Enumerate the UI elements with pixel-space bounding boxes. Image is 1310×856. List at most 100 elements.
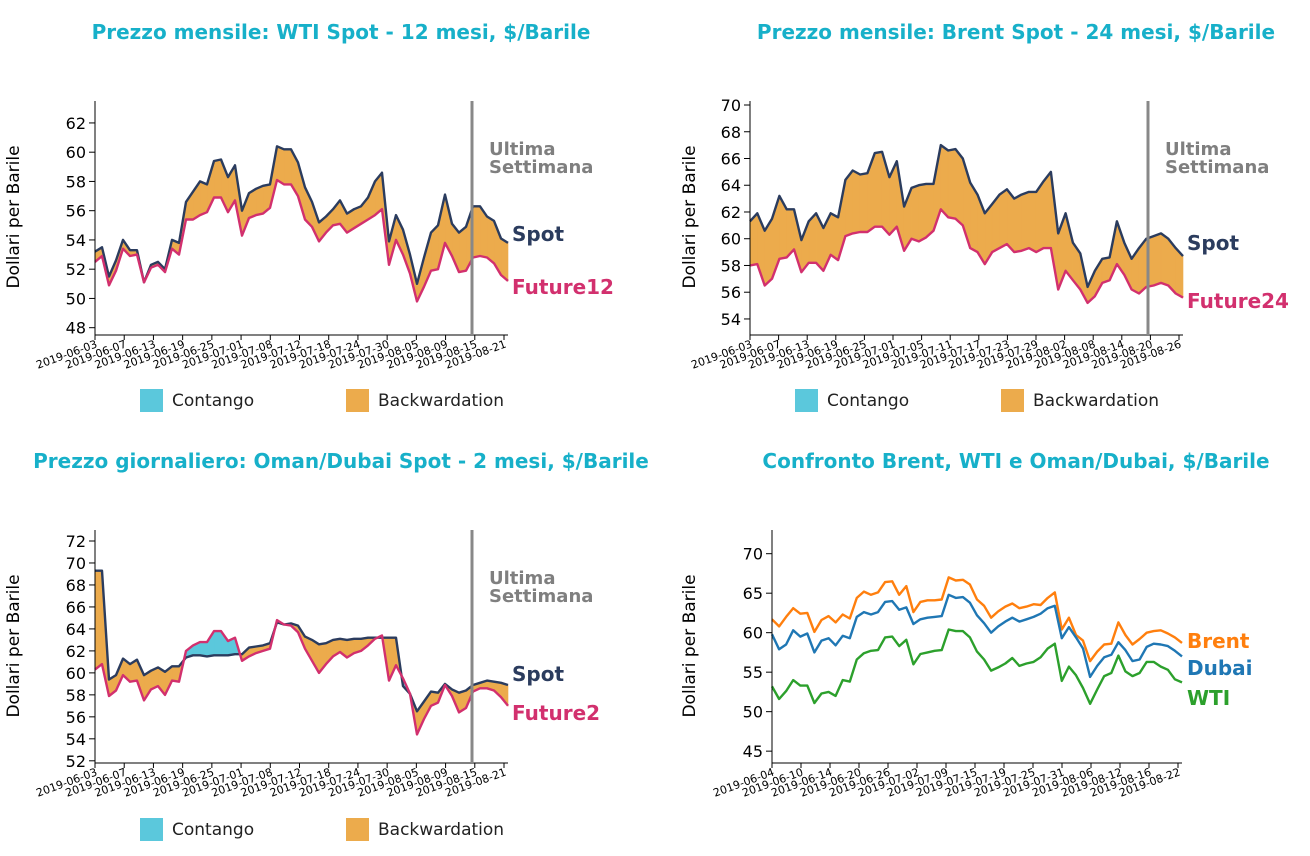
- backwardation-fill: [1102, 257, 1109, 282]
- backwardation-fill: [1014, 195, 1021, 252]
- series-label-spot: Spot: [512, 222, 564, 246]
- last-week-label-line2: Settimana: [1165, 157, 1269, 178]
- y-tick-label: 45: [743, 742, 763, 761]
- y-tick-label: 54: [66, 231, 86, 250]
- backwardation-fill: [1154, 233, 1161, 285]
- legend-swatch-backwardation: [346, 818, 369, 841]
- legend-swatch-backwardation: [1001, 389, 1024, 412]
- backwardation-fill: [831, 213, 838, 260]
- backwardation-fill: [853, 171, 860, 234]
- y-tick-label: 54: [721, 310, 741, 329]
- legend-label-contango: Contango: [172, 820, 254, 840]
- last-week-label-line2: Settimana: [489, 586, 593, 607]
- chart-title: Confronto Brent, WTI e Oman/Dubai, $/Bar…: [762, 449, 1269, 473]
- last-week-label-line2: Settimana: [489, 157, 593, 178]
- y-tick-label: 56: [66, 202, 86, 221]
- series-label-brent: Brent: [1187, 629, 1250, 653]
- y-tick-label: 70: [743, 545, 763, 564]
- legend-swatch-backwardation: [346, 389, 369, 412]
- plot-area: [772, 577, 1182, 703]
- y-tick-label: 52: [66, 752, 86, 771]
- series-label-future2: Future2: [512, 701, 600, 725]
- y-tick-label: 56: [721, 283, 741, 302]
- y-axis-label: Dollari per Barile: [680, 145, 700, 288]
- y-tick-label: 58: [66, 686, 86, 705]
- y-axis-label: Dollari per Barile: [680, 574, 700, 717]
- legend-label-contango: Contango: [827, 391, 909, 411]
- backwardation-fill: [214, 160, 221, 198]
- backwardation-fill: [941, 145, 948, 217]
- backwardation-fill: [955, 149, 962, 225]
- chart-brent-svg: Prezzo mensile: Brent Spot - 24 mesi, $/…: [655, 0, 1310, 428]
- y-tick-label: 70: [66, 554, 86, 573]
- legend-label-backwardation: Backwardation: [378, 820, 504, 840]
- legend-swatch-contango: [140, 818, 163, 841]
- y-tick-label: 60: [66, 664, 86, 683]
- legend: Contango Backwardation: [140, 389, 504, 412]
- y-axis-label: Dollari per Barile: [4, 145, 24, 288]
- series-label-dubai: Dubai: [1187, 656, 1253, 680]
- series-label-future24: Future24: [1187, 289, 1289, 313]
- backwardation-fill: [459, 227, 466, 272]
- chart-panel-oman-dubai: Prezzo giornaliero: Oman/Dubai Spot - 2 …: [0, 428, 655, 856]
- legend-label-backwardation: Backwardation: [1033, 391, 1159, 411]
- y-tick-label: 55: [743, 663, 763, 682]
- legend-label-contango: Contango: [172, 391, 254, 411]
- series-label-future12: Future12: [512, 275, 614, 299]
- backwardation-fill: [284, 149, 291, 184]
- y-tick-label: 50: [66, 289, 86, 308]
- backwardation-fill: [1022, 192, 1029, 251]
- y-tick-label: 48: [66, 319, 86, 338]
- y-tick-label: 66: [66, 598, 86, 617]
- y-tick-label: 54: [66, 730, 86, 749]
- series-line-wti: [772, 630, 1182, 704]
- y-axis-label: Dollari per Barile: [4, 574, 24, 717]
- backwardation-fill: [1000, 189, 1007, 248]
- y-tick-label: 62: [721, 203, 741, 222]
- y-tick-label: 72: [66, 532, 86, 551]
- chart-title: Prezzo mensile: Brent Spot - 24 mesi, $/…: [757, 20, 1275, 44]
- chart-wti-svg: Prezzo mensile: WTI Spot - 12 mesi, $/Ba…: [0, 0, 655, 428]
- y-tick-label: 60: [721, 230, 741, 249]
- y-tick-label: 58: [721, 256, 741, 275]
- chart-comparison-svg: Confronto Brent, WTI e Oman/Dubai, $/Bar…: [655, 428, 1310, 856]
- chart-title: Prezzo mensile: WTI Spot - 12 mesi, $/Ba…: [92, 20, 591, 44]
- contango-fill: [200, 642, 207, 656]
- legend-swatch-contango: [140, 389, 163, 412]
- chart-panel-wti: Prezzo mensile: WTI Spot - 12 mesi, $/Ba…: [0, 0, 655, 428]
- series-label-spot: Spot: [512, 662, 564, 686]
- y-tick-label: 60: [743, 624, 763, 643]
- backwardation-fill: [1029, 192, 1036, 252]
- backwardation-fill: [875, 152, 882, 227]
- y-tick-label: 66: [721, 149, 741, 168]
- y-tick-label: 64: [66, 620, 86, 639]
- series-label-spot: Spot: [1187, 231, 1239, 255]
- backwardation-fill: [919, 184, 926, 241]
- y-tick-label: 50: [743, 703, 763, 722]
- plot-area: [95, 571, 508, 735]
- legend-label-backwardation: Backwardation: [378, 391, 504, 411]
- chart-oman-dubai-svg: Prezzo giornaliero: Oman/Dubai Spot - 2 …: [0, 428, 655, 856]
- backwardation-fill: [1161, 233, 1168, 285]
- y-tick-label: 62: [66, 642, 86, 661]
- plot-area: [95, 146, 508, 301]
- backwardation-fill: [277, 146, 284, 184]
- y-tick-label: 68: [721, 123, 741, 142]
- legend: Contango Backwardation: [795, 389, 1159, 412]
- y-tick-label: 60: [66, 143, 86, 162]
- y-tick-label: 56: [66, 708, 86, 727]
- series-label-wti: WTI: [1187, 686, 1230, 710]
- backwardation-fill: [172, 666, 179, 681]
- y-tick-label: 52: [66, 260, 86, 279]
- series-line-brent: [772, 577, 1182, 661]
- y-tick-label: 58: [66, 172, 86, 191]
- y-tick-label: 68: [66, 576, 86, 595]
- legend-swatch-contango: [795, 389, 818, 412]
- plot-area: [750, 145, 1183, 303]
- y-tick-label: 62: [66, 114, 86, 133]
- y-tick-label: 70: [721, 96, 741, 115]
- backwardation-fill: [473, 206, 480, 257]
- chart-panel-brent: Prezzo mensile: Brent Spot - 24 mesi, $/…: [655, 0, 1310, 428]
- series-line-dubai: [772, 595, 1182, 677]
- backwardation-fill: [911, 185, 918, 241]
